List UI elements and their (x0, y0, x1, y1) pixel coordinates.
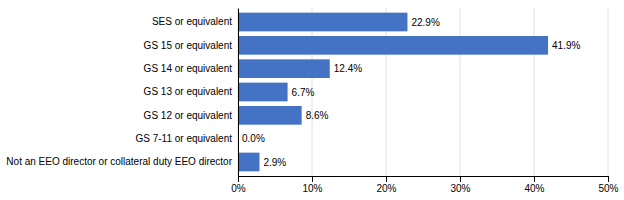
grid-line (238, 8, 239, 176)
bar (238, 153, 259, 172)
x-tick-mark (608, 176, 609, 182)
grid-line (386, 8, 387, 176)
bar (238, 59, 330, 78)
y-axis: SES or equivalent GS 15 or equivalent GS 1… (6, 9, 238, 177)
x-tick: 50% (598, 176, 618, 194)
y-tick-label: Not an EEO director or collateral duty E… (6, 156, 232, 167)
y-axis-line (238, 9, 239, 177)
chart: 0% 10% 20% 30% 40% 50% SES or equivalent GS 15 … (0, 0, 624, 200)
x-axis: 0% 10% 20% 30% 40% 50% (231, 176, 618, 194)
bar (238, 106, 302, 125)
x-axis-line (239, 177, 609, 183)
grid-line (534, 8, 535, 176)
y-tick-label: GS 12 or equivalent (144, 110, 233, 121)
y-tick-label: GS 7-11 or equivalent (135, 133, 232, 144)
data-label: 0.0% (242, 133, 265, 144)
y-tick-label: GS 13 or equivalent (144, 86, 233, 97)
x-tick: 20% (376, 176, 396, 194)
x-tick-mark (386, 176, 387, 182)
grid-line (460, 8, 461, 176)
y-tick: GS 7-11 or equivalent (135, 133, 232, 144)
y-tick-label: SES or equivalent (152, 16, 232, 27)
x-tick-mark (312, 176, 313, 182)
y-tick: GS 12 or equivalent (144, 110, 233, 121)
x-tick-label: 20% (376, 183, 396, 194)
data-label: 2.9% (263, 157, 286, 168)
y-tick: GS 15 or equivalent (144, 40, 233, 51)
y-tick: GS 14 or equivalent (144, 63, 233, 74)
bar (238, 36, 548, 55)
x-tick-label: 40% (524, 183, 544, 194)
data-label: 6.7% (292, 87, 315, 98)
data-label: 41.9% (552, 40, 580, 51)
x-tick-mark (238, 176, 239, 182)
data-label: 12.4% (334, 63, 362, 74)
x-tick-mark (534, 176, 535, 182)
grid-line (608, 8, 609, 176)
plot: 0% 10% 20% 30% 40% 50% SES or equivalent GS 15 … (6, 8, 618, 194)
x-tick: 40% (524, 176, 544, 194)
x-tick-label: 0% (231, 183, 246, 194)
y-tick: SES or equivalent (152, 16, 232, 27)
x-tick-mark (460, 176, 461, 182)
y-tick-label: GS 14 or equivalent (144, 63, 233, 74)
data-label: 22.9% (411, 17, 439, 28)
x-tick-label: 50% (598, 183, 618, 194)
x-tick-label: 10% (302, 183, 322, 194)
y-tick: GS 13 or equivalent (144, 86, 233, 97)
y-tick-label: GS 15 or equivalent (144, 40, 233, 51)
data-labels: 22.9% 41.9% 12.4% 6.7% 8.6% 0.0% 2.9% (242, 17, 581, 168)
x-tick: 30% (450, 176, 470, 194)
bar (238, 83, 288, 102)
x-tick: 10% (302, 176, 322, 194)
bar (238, 13, 407, 32)
x-tick-label: 30% (450, 183, 470, 194)
y-tick: Not an EEO director or collateral duty E… (6, 156, 232, 167)
x-tick: 0% (231, 176, 246, 194)
bars (238, 13, 548, 172)
grid (238, 8, 608, 176)
data-label: 8.6% (306, 110, 329, 121)
